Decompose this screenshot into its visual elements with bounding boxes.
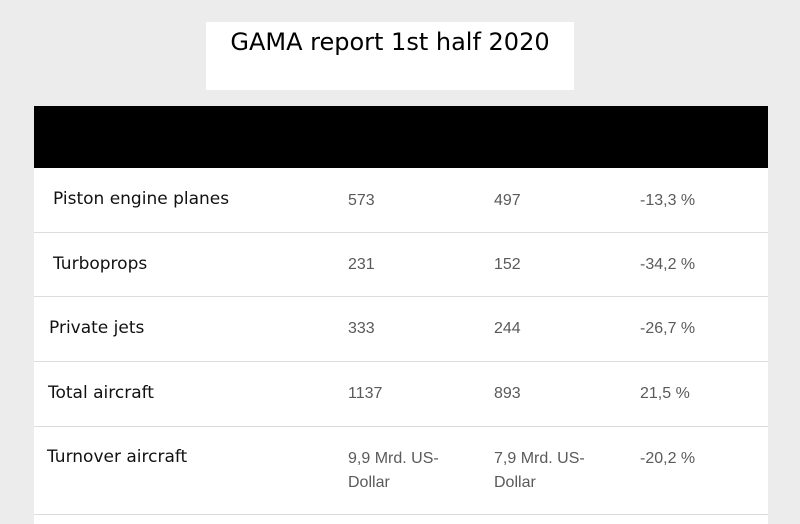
- change-cell: 21,5 %: [640, 385, 690, 402]
- value-cell: 7,9 Mrd. US-Dollar: [494, 450, 585, 491]
- value-cell: 893: [494, 385, 521, 402]
- row-label: Total aircraft: [48, 383, 154, 403]
- table-row: Turnover aircraft 9,9 Mrd. US-Dollar 7,9…: [34, 427, 768, 515]
- change-cell: -20,2 %: [640, 450, 696, 467]
- row-label: Turnover aircraft: [47, 447, 188, 467]
- row-label: Private jets: [49, 318, 145, 338]
- page-title: GAMA report 1st half 2020: [230, 28, 550, 56]
- value-cell: 9,9 Mrd. US-Dollar: [348, 450, 439, 491]
- table-row: Piston engine planes 573 497 -13,3 %: [34, 168, 768, 233]
- row-label: Turboprops: [53, 254, 148, 274]
- row-label: Piston engine planes: [53, 189, 230, 209]
- value-cell: 152: [494, 256, 521, 273]
- table-row: Total aircraft 1137 893 21,5 %: [34, 362, 768, 427]
- value-cell: 497: [494, 192, 521, 209]
- value-cell: 333: [348, 320, 375, 337]
- data-table: Piston engine planes 573 497 -13,3 % Tur…: [34, 106, 768, 524]
- change-cell: -34,2 %: [640, 256, 696, 273]
- value-cell: 244: [494, 320, 521, 337]
- title-box: GAMA report 1st half 2020: [206, 22, 574, 90]
- value-cell: 1137: [348, 385, 383, 402]
- change-cell: -13,3 %: [640, 192, 696, 209]
- change-cell: -26,7 %: [640, 320, 696, 337]
- value-cell: 231: [348, 256, 375, 273]
- table-row: Turboprops 231 152 -34,2 %: [34, 233, 768, 297]
- table-header: [34, 106, 768, 168]
- value-cell: 573: [348, 192, 375, 209]
- table-row: Private jets 333 244 -26,7 %: [34, 297, 768, 362]
